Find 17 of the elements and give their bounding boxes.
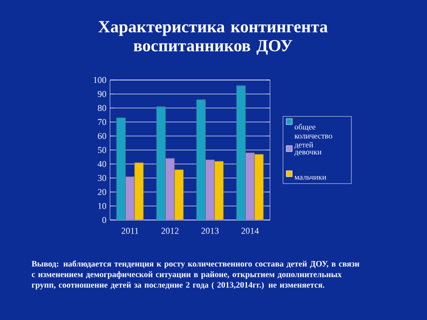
text: Вывод: наблюдается тенденция к росту количественного состава детей ДОУ, в связи с изменением демографической ситуации в районе, открытием дополнительных групп, соотношение детей за последние 2 года ( 2013,2014гг.) не изменяется. (32, 260, 360, 290)
y-tick-label: 40 (98, 160, 106, 168)
x-tick-label: 2013 (201, 228, 219, 234)
y-tick-label: 80 (98, 104, 106, 112)
y-tick-label: 90 (98, 90, 106, 98)
chart-title: Характеристика контингента воспитанников ДОУ (98, 21, 328, 55)
y-tick-label: 0 (102, 216, 106, 224)
y-tick-label: 70 (98, 118, 106, 126)
y-tick-label: 50 (98, 146, 106, 154)
y-tick-label: 10 (98, 202, 106, 210)
y-tick-label: 20 (98, 188, 106, 196)
x-tick-label: 2014 (241, 228, 259, 234)
y-tick-label: 60 (98, 132, 106, 140)
x-tick-label: 2012 (161, 228, 178, 234)
x-tick-label: 2011 (122, 228, 138, 234)
y-tick-label: 30 (98, 174, 106, 182)
y-tick-label: 100 (94, 76, 106, 84)
